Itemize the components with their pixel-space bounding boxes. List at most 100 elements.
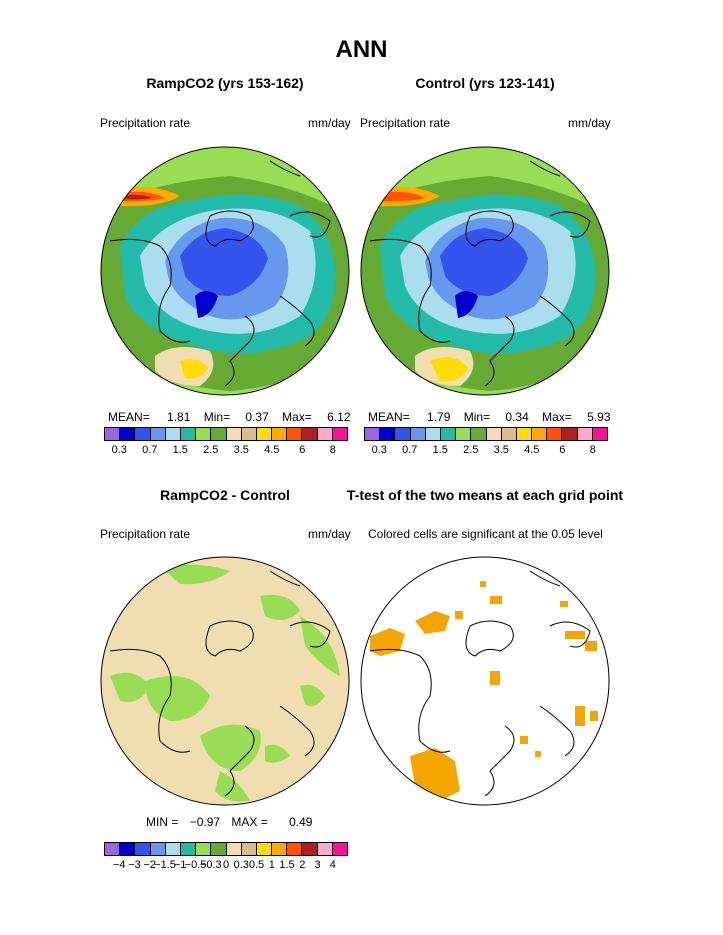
- colorbar-control-swatch: [365, 428, 381, 440]
- colorbar-difference-tick-label: 0.3: [233, 859, 249, 871]
- mean-value: 1.81: [167, 410, 191, 424]
- map-border: [100, 556, 350, 806]
- colorbar-control-tick-label: 0.7: [402, 444, 418, 456]
- polar-map-ttest: [360, 556, 610, 806]
- coastline: [465, 620, 514, 657]
- colorbar-control-swatch: [516, 428, 533, 440]
- colorbar-difference-swatch: [302, 843, 318, 855]
- stats-rampco2: MEAN= 1.81 Min= 0.37 Max= 6.12: [108, 410, 351, 424]
- lowest-precip-core: [180, 228, 268, 296]
- colorbar-control-swatch: [395, 428, 411, 440]
- colorbar-control-swatch: [577, 428, 593, 440]
- colorbar-ticks-difference: −4 −3 −2 −1.5 −1 −0.5 −0.3 0 0.3 0.5 1 1.5 2 3 4: [104, 859, 348, 873]
- max-value: 5.93: [587, 410, 611, 424]
- colorbar-rampco2-swatch: [120, 428, 136, 440]
- max-value: 0.49: [289, 815, 313, 829]
- lowest-precip-core: [440, 228, 528, 296]
- colorbar-control-swatch: [425, 428, 441, 440]
- colorbar-ticks-control: 0.3 0.7 1.5 2.5 3.5 4.5 6 8: [364, 444, 608, 458]
- coastline: [539, 295, 575, 347]
- colorbar-rampco2-swatch: [150, 428, 166, 440]
- colorbar-difference-swatch: [317, 843, 333, 855]
- coastline: [289, 211, 331, 238]
- colorbar-rampco2-swatch: [180, 428, 197, 440]
- max-label: Max=: [542, 410, 572, 424]
- colorbar-difference-swatch: [241, 843, 257, 855]
- colorbar-rampco2-swatch: [256, 428, 273, 440]
- difference-positive-areas: [110, 564, 340, 802]
- colorbar-control-swatch: [532, 428, 548, 440]
- colorbar-difference-swatch: [120, 843, 136, 855]
- high-precip-area: [378, 191, 425, 202]
- stats-difference: MIN = −0.97 MAX = 0.49: [146, 815, 312, 829]
- lowest-precip-core: [455, 291, 478, 318]
- colorbar-difference-tick-label: 0: [222, 859, 230, 871]
- panel-title-control: Control (yrs 123-141): [415, 75, 555, 91]
- colorbar-rampco2-swatch: [105, 428, 121, 440]
- variable-label-difference: Precipitation rate: [100, 527, 191, 541]
- colorbar-rampco2-tick-label: 2.5: [203, 444, 219, 456]
- colorbar-control-swatch: [501, 428, 517, 440]
- units-label-control: mm/day: [568, 116, 611, 130]
- colorbar-difference-tick-label: 1: [268, 859, 275, 871]
- colorbar-rampco2-swatch: [135, 428, 151, 440]
- coastline: [549, 211, 591, 238]
- colorbar-control-swatch: [456, 428, 472, 440]
- colorbar-control-swatch: [547, 428, 563, 440]
- coastline: [484, 725, 515, 797]
- min-label: Min=: [203, 410, 231, 424]
- colorbar-rampco2-tick-label: 0.7: [142, 444, 158, 456]
- coastline: [539, 705, 575, 757]
- lowest-precip-core: [195, 291, 218, 318]
- colorbar-difference-tick-label: 1.5: [279, 859, 295, 871]
- max-label: Max=: [282, 410, 312, 424]
- colorbar-control-swatch: [592, 428, 607, 440]
- colorbar-control-tick-label: 3.5: [493, 444, 509, 456]
- colorbar-control-tick-label: 8: [589, 444, 596, 456]
- coastline: [224, 315, 255, 387]
- max-value: 6.12: [327, 410, 351, 424]
- polar-map-difference: [100, 556, 350, 806]
- polar-map-rampco2: [100, 146, 350, 396]
- colorbar-control-swatch: [440, 428, 457, 440]
- colorbar-difference-tick-label: −3: [128, 859, 141, 871]
- colorbar-control-swatch: [471, 428, 487, 440]
- colorbar-difference-swatch: [226, 843, 242, 855]
- coastline: [205, 210, 254, 247]
- min-value: 0.34: [505, 410, 529, 424]
- colorbar-rampco2-swatch: [302, 428, 318, 440]
- colorbar-difference-swatch: [332, 843, 347, 855]
- coastline: [465, 210, 514, 247]
- mean-label: MEAN=: [368, 410, 410, 424]
- coastline: [484, 315, 515, 387]
- colorbar-control: [364, 427, 608, 441]
- colorbar-difference-swatch: [105, 843, 121, 855]
- colorbar-difference-tick-label: −1.5: [154, 859, 176, 871]
- dry-area: [180, 359, 208, 379]
- units-label-difference: mm/day: [308, 527, 351, 541]
- colorbar-rampco2-swatch: [165, 428, 181, 440]
- coastline: [109, 648, 191, 753]
- significance-note: Colored cells are significant at the 0.0…: [368, 527, 603, 541]
- map-border: [100, 146, 350, 396]
- colorbar-difference-swatch: [180, 843, 197, 855]
- colorbar-control-tick-label: 1.5: [432, 444, 448, 456]
- colorbar-difference-tick-label: −1: [173, 859, 187, 871]
- colorbar-control-swatch: [410, 428, 426, 440]
- colorbar-rampco2-swatch: [332, 428, 347, 440]
- colorbar-difference: [104, 842, 348, 856]
- stats-control: MEAN= 1.79 Min= 0.34 Max= 5.93: [368, 410, 611, 424]
- panel-title-rampco2: RampCO2 (yrs 153-162): [146, 75, 304, 91]
- colorbar-difference-swatch: [211, 843, 227, 855]
- colorbar-rampco2-swatch: [317, 428, 333, 440]
- colorbar-difference-tick-label: 2: [299, 859, 306, 871]
- variable-label-rampco2: Precipitation rate: [100, 116, 191, 130]
- colorbar-control-swatch: [380, 428, 396, 440]
- colorbar-difference-tick-label: −4: [112, 859, 126, 871]
- mean-label: MEAN=: [108, 410, 150, 424]
- map-border: [360, 556, 610, 806]
- colorbar-rampco2: [104, 427, 348, 441]
- colorbar-ticks-rampco2: 0.3 0.7 1.5 2.5 3.5 4.5 6 8: [104, 444, 348, 458]
- dry-area: [430, 357, 468, 382]
- coastline: [279, 705, 315, 757]
